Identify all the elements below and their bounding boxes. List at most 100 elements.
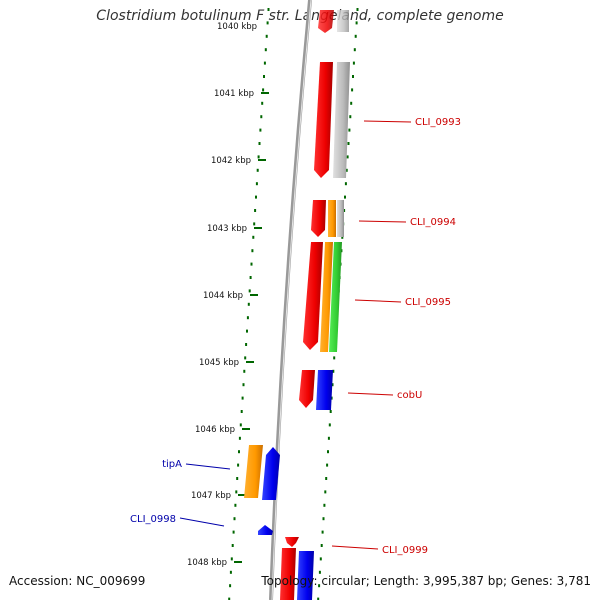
ruler-tick-label: 1042 kbp <box>211 156 251 166</box>
left-track-dot <box>232 530 235 534</box>
ruler-tick-label: 1043 kbp <box>207 224 247 234</box>
left-track-dot <box>264 48 267 52</box>
right-track-dot <box>353 48 356 52</box>
left-track-dot <box>239 423 242 427</box>
cds-arrow-cli0993 <box>314 62 333 178</box>
left-track-dot <box>229 570 232 574</box>
right-track-dot <box>323 503 326 507</box>
right-track-dot <box>326 463 329 467</box>
left-track-dot <box>238 436 241 440</box>
right-track-dot <box>322 517 325 521</box>
left-track-dot <box>241 396 244 400</box>
left-dotted-track <box>228 8 270 600</box>
left-track-dot <box>243 369 246 373</box>
right-track-dot <box>327 450 329 454</box>
cds-arrow-cli0998 <box>258 525 273 535</box>
left-track-dot <box>249 276 252 279</box>
cds-arrow-tipa <box>262 447 280 500</box>
left-track-dot <box>246 316 249 320</box>
left-track-dot <box>266 21 269 25</box>
gene-block-top <box>337 10 349 32</box>
right-track-dot <box>330 396 333 400</box>
right-track-dot <box>341 235 344 239</box>
right-track-dot <box>349 115 352 119</box>
gene-label-cli0993: CLI_0993 <box>415 117 461 128</box>
left-track-dot <box>234 503 237 507</box>
right-track-dot <box>319 557 322 561</box>
right-track-dot <box>344 195 346 199</box>
right-track-dot <box>354 34 357 38</box>
right-track-dot <box>352 61 355 65</box>
ruler-tick-label: 1048 kbp <box>187 558 227 568</box>
left-track-dot <box>257 155 260 159</box>
right-track-dot <box>318 584 321 588</box>
gene-label-cli0998: CLI_0998 <box>130 514 176 525</box>
left-track-dot <box>267 8 270 11</box>
left-track-dot <box>248 289 251 293</box>
left-track-dot <box>255 182 258 186</box>
left-track-dot <box>230 557 233 561</box>
right-track-dot <box>346 155 349 159</box>
left-track-dot <box>252 235 255 239</box>
right-track-dot <box>328 423 331 427</box>
cds-arrow-cli0995 <box>303 242 323 350</box>
ruler-tick-label: 1047 kbp <box>191 491 231 501</box>
left-track-dot <box>244 356 247 360</box>
right-track-dot <box>352 75 354 78</box>
left-track-dot <box>231 544 234 547</box>
left-track-dot <box>260 115 263 119</box>
ruler: 1041 kbp 1042 kbp 1043 kbp 1044 kbp 1045 kbp… <box>187 89 269 568</box>
left-track-dot <box>256 168 259 172</box>
left-track-dot <box>240 410 243 413</box>
right-track-dot <box>331 383 334 387</box>
gene-label-cli0995: CLI_0995 <box>405 297 451 308</box>
right-track-dot <box>329 410 332 413</box>
blue-block-cobu <box>316 370 333 410</box>
map-title: Clostridium botulinum F str. Langeland, … <box>96 8 504 24</box>
left-track-dot <box>235 490 238 494</box>
left-track-dot <box>265 34 268 38</box>
left-track-dot <box>233 517 236 521</box>
left-track-dot <box>237 463 240 467</box>
right-track-dot <box>343 209 346 212</box>
right-track-dot <box>317 597 320 600</box>
gene-label-cli0999: CLI_0999 <box>382 545 428 556</box>
ruler-tick-label: 1045 kbp <box>199 358 239 368</box>
cds-block-cli0999 <box>280 548 296 600</box>
cds-arrow-cobu <box>299 370 315 408</box>
right-track-dot <box>333 356 336 360</box>
left-track-dot <box>259 128 262 132</box>
ruler-tick-label: 1046 kbp <box>195 425 235 435</box>
right-track-dot <box>321 530 324 534</box>
tick-label-top: 1040 kbp <box>217 22 257 32</box>
ruler-tick-label: 1044 kbp <box>203 291 243 301</box>
left-track-dot <box>236 477 239 480</box>
left-track-dot <box>251 249 254 253</box>
left-track-dot <box>238 450 240 454</box>
left-track-dot <box>242 383 245 387</box>
left-track-dot <box>263 75 265 78</box>
right-track-dot <box>347 142 350 145</box>
left-track-dot <box>250 262 253 266</box>
accession-text: Accession: NC_009699 <box>9 574 146 588</box>
gene-label-cobu: cobU <box>397 390 422 401</box>
right-track-dot <box>356 8 359 11</box>
genome-stats-text: Topology: circular; Length: 3,995,387 bp… <box>261 574 591 588</box>
right-track-dot <box>344 182 347 186</box>
genome-backbone <box>269 0 312 600</box>
gene-label-cli0994: CLI_0994 <box>410 217 456 228</box>
right-track-dot <box>348 128 351 132</box>
left-track-dot <box>247 302 250 306</box>
cds-arrow-cli0999-small <box>285 537 299 547</box>
right-track-dot <box>351 88 354 92</box>
right-track-dot <box>355 21 358 25</box>
orange-block-cli0995 <box>320 242 333 352</box>
right-track-dot <box>318 570 321 574</box>
right-track-dot <box>320 544 323 547</box>
right-track-dot <box>345 168 348 172</box>
right-track-dot <box>327 436 330 440</box>
gene-labels: CLI_0993 CLI_0994 CLI_0995 cobU tipA CLI… <box>130 117 461 556</box>
right-track-dot <box>350 101 353 105</box>
orange-block-tipa <box>244 445 263 498</box>
features <box>244 10 350 600</box>
